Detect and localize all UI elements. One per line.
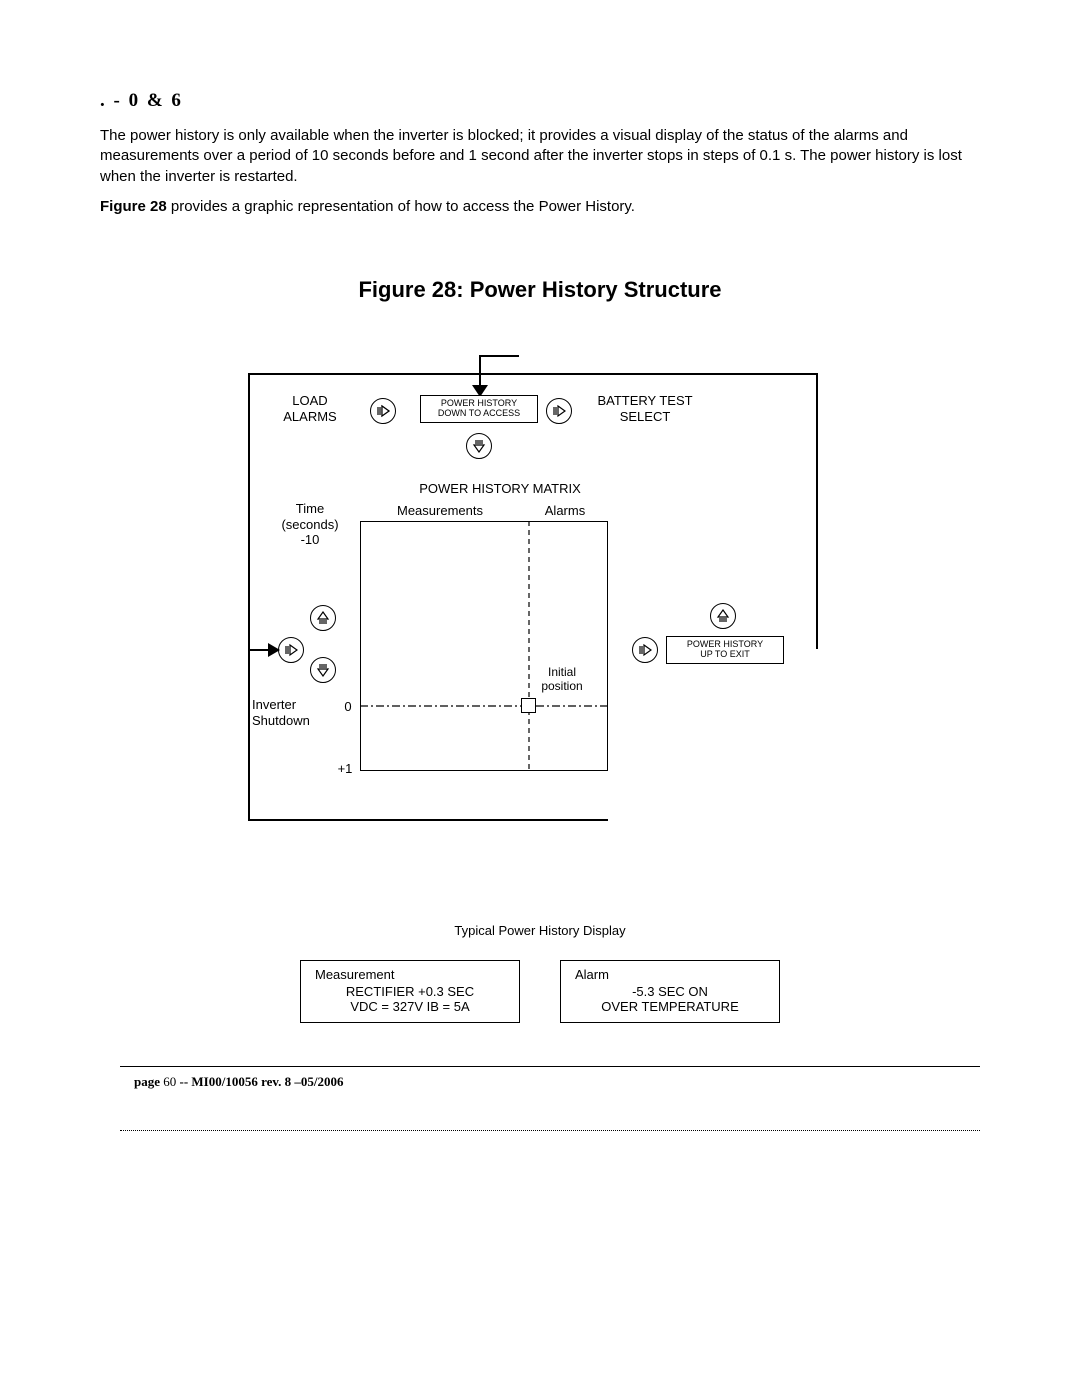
label-initial-position: Initial position bbox=[532, 665, 592, 694]
arrow-right-exit bbox=[632, 637, 658, 663]
label-measurements: Measurements bbox=[380, 503, 500, 519]
dotted-rule bbox=[120, 1130, 980, 1131]
measurement-line1: RECTIFIER +0.3 SEC bbox=[315, 984, 505, 999]
label-zero: 0 bbox=[338, 699, 358, 715]
footer-rule bbox=[120, 1066, 980, 1067]
footer-text: page 60 -- MI00/10056 rev. 8 –05/2006 bbox=[134, 1074, 344, 1090]
footer-rest: -- MI00/10056 rev. 8 –05/2006 bbox=[176, 1074, 343, 1089]
paragraph-1: The power history is only available when… bbox=[100, 126, 980, 187]
arrow-up-left bbox=[310, 605, 336, 631]
initial-position-marker bbox=[521, 698, 536, 713]
arrow-right-left bbox=[278, 637, 304, 663]
matrix-hdash bbox=[360, 705, 608, 707]
label-battery-test: BATTERY TEST SELECT bbox=[580, 393, 710, 424]
alarm-title: Alarm bbox=[575, 967, 765, 982]
entry-corner bbox=[479, 355, 519, 357]
outer-bottom bbox=[248, 819, 608, 821]
figure-ref: Figure 28 bbox=[100, 198, 167, 215]
label-alarms: Alarms bbox=[530, 503, 600, 519]
box-power-history-down: POWER HISTORY DOWN TO ACCESS bbox=[420, 395, 538, 423]
figure-title: Figure 28: Power History Structure bbox=[100, 277, 980, 303]
page-container: . - 0 & 6 The power history is only avai… bbox=[0, 0, 1080, 1397]
measurement-line2: VDC = 327V IB = 5A bbox=[315, 999, 505, 1014]
label-inverter-shutdown: Inverter Shutdown bbox=[252, 697, 322, 728]
alarm-line1: -5.3 SEC ON bbox=[575, 984, 765, 999]
arrow-right-1 bbox=[370, 398, 396, 424]
box-power-history-up: POWER HISTORY UP TO EXIT bbox=[666, 636, 784, 664]
left-entry-arrowhead bbox=[268, 643, 280, 657]
footer-page-label: page bbox=[134, 1074, 163, 1089]
paragraph-2: Figure 28 provides a graphic representat… bbox=[100, 197, 980, 217]
arrow-up-exit bbox=[710, 603, 736, 629]
matrix-vdash bbox=[528, 521, 530, 771]
arrow-right-2 bbox=[546, 398, 572, 424]
arrow-down-left bbox=[310, 657, 336, 683]
label-load-alarms: LOAD ALARMS bbox=[270, 393, 350, 424]
label-matrix-title: POWER HISTORY MATRIX bbox=[390, 481, 610, 497]
measurement-title: Measurement bbox=[315, 967, 505, 982]
matrix-box bbox=[360, 521, 608, 771]
outer-right bbox=[816, 373, 818, 649]
diagram: LOAD ALARMS BATTERY TEST SELECT POWER HI… bbox=[230, 343, 850, 863]
measurement-box: Measurement RECTIFIER +0.3 SEC VDC = 327… bbox=[300, 960, 520, 1023]
typical-caption: Typical Power History Display bbox=[100, 923, 980, 938]
section-heading: . - 0 & 6 bbox=[100, 90, 980, 112]
label-plus1: +1 bbox=[332, 761, 358, 777]
footer-page-num: 60 bbox=[163, 1074, 176, 1089]
alarm-line2: OVER TEMPERATURE bbox=[575, 999, 765, 1014]
label-time: Time (seconds) -10 bbox=[270, 501, 350, 548]
arrow-down-1 bbox=[466, 433, 492, 459]
outer-left bbox=[248, 373, 250, 821]
paragraph-2-rest: provides a graphic representation of how… bbox=[167, 198, 635, 215]
alarm-box: Alarm -5.3 SEC ON OVER TEMPERATURE bbox=[560, 960, 780, 1023]
display-row: Measurement RECTIFIER +0.3 SEC VDC = 327… bbox=[100, 960, 980, 1023]
